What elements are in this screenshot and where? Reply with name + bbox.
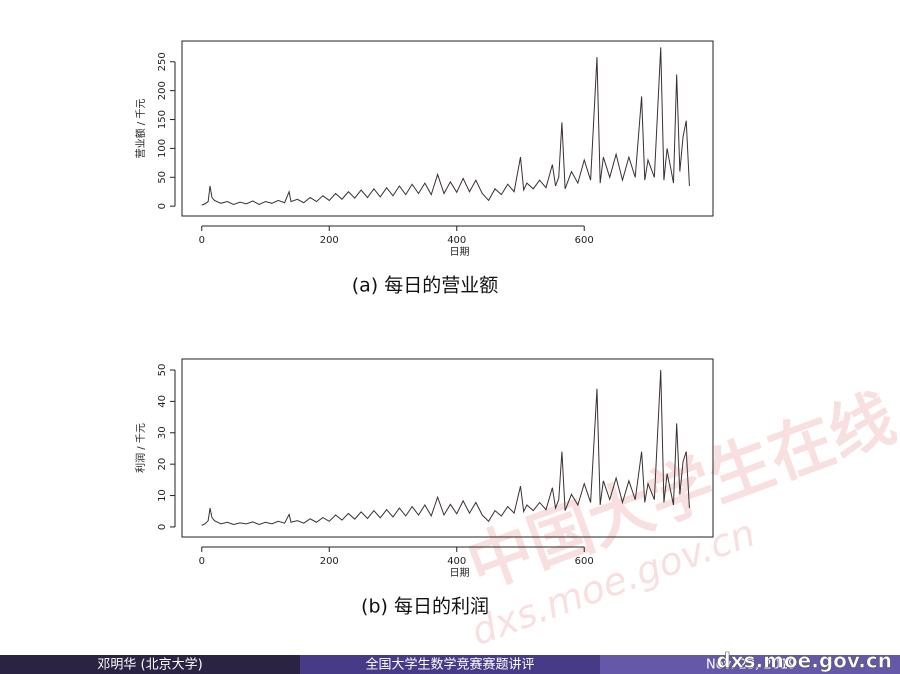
plot-frame — [181, 40, 714, 217]
y-tick-label: 40 — [157, 395, 168, 408]
y-axis-label: 营业额 / 千元 — [134, 99, 147, 159]
y-tick-label: 150 — [157, 110, 168, 129]
x-tick-label: 0 — [199, 235, 205, 246]
footer-date: Nov. 23, 2019 — [706, 658, 797, 673]
y-tick-label: 10 — [157, 489, 168, 502]
x-axis-label: 日期 — [450, 246, 470, 258]
y-tick-label: 200 — [157, 81, 168, 100]
y-tick-label: 30 — [157, 426, 168, 439]
x-tick-label: 600 — [575, 556, 594, 567]
x-tick-label: 200 — [320, 235, 339, 246]
plot-frame — [181, 358, 714, 538]
y-axis-label: 利润 / 千元 — [134, 423, 147, 473]
x-tick-label: 400 — [447, 556, 466, 567]
y-tick-label: 0 — [157, 203, 168, 209]
watermark: 中国大学生在线 dxs.moe.gov.cn — [458, 381, 900, 654]
caption: (b) 每日的利润 — [361, 596, 489, 618]
x-tick-label: 0 — [199, 556, 205, 567]
y-tick-label: 0 — [157, 524, 168, 530]
y-tick-label: 50 — [157, 364, 168, 377]
footer-author: 邓明华 (北京大学) — [97, 657, 202, 673]
x-tick-label: 200 — [320, 556, 339, 567]
y-tick-label: 250 — [157, 52, 168, 71]
caption: (a) 每日的营业额 — [352, 275, 499, 297]
footer-mid — [300, 655, 600, 674]
data-line — [201, 47, 690, 206]
y-tick-label: 20 — [157, 458, 168, 471]
x-tick-label: 600 — [575, 235, 594, 246]
x-axis-label: 日期 — [450, 567, 470, 579]
data-line — [201, 369, 690, 526]
y-tick-label: 100 — [157, 139, 168, 158]
x-tick-label: 400 — [447, 235, 466, 246]
footer-title: 全国大学生数学竞赛赛题讲评 — [365, 657, 534, 673]
footer-left — [0, 655, 300, 674]
y-tick-label: 50 — [157, 171, 168, 184]
footer-right — [600, 655, 900, 674]
watermark-url-corner: dxs.moe.gov.cn — [716, 649, 892, 673]
